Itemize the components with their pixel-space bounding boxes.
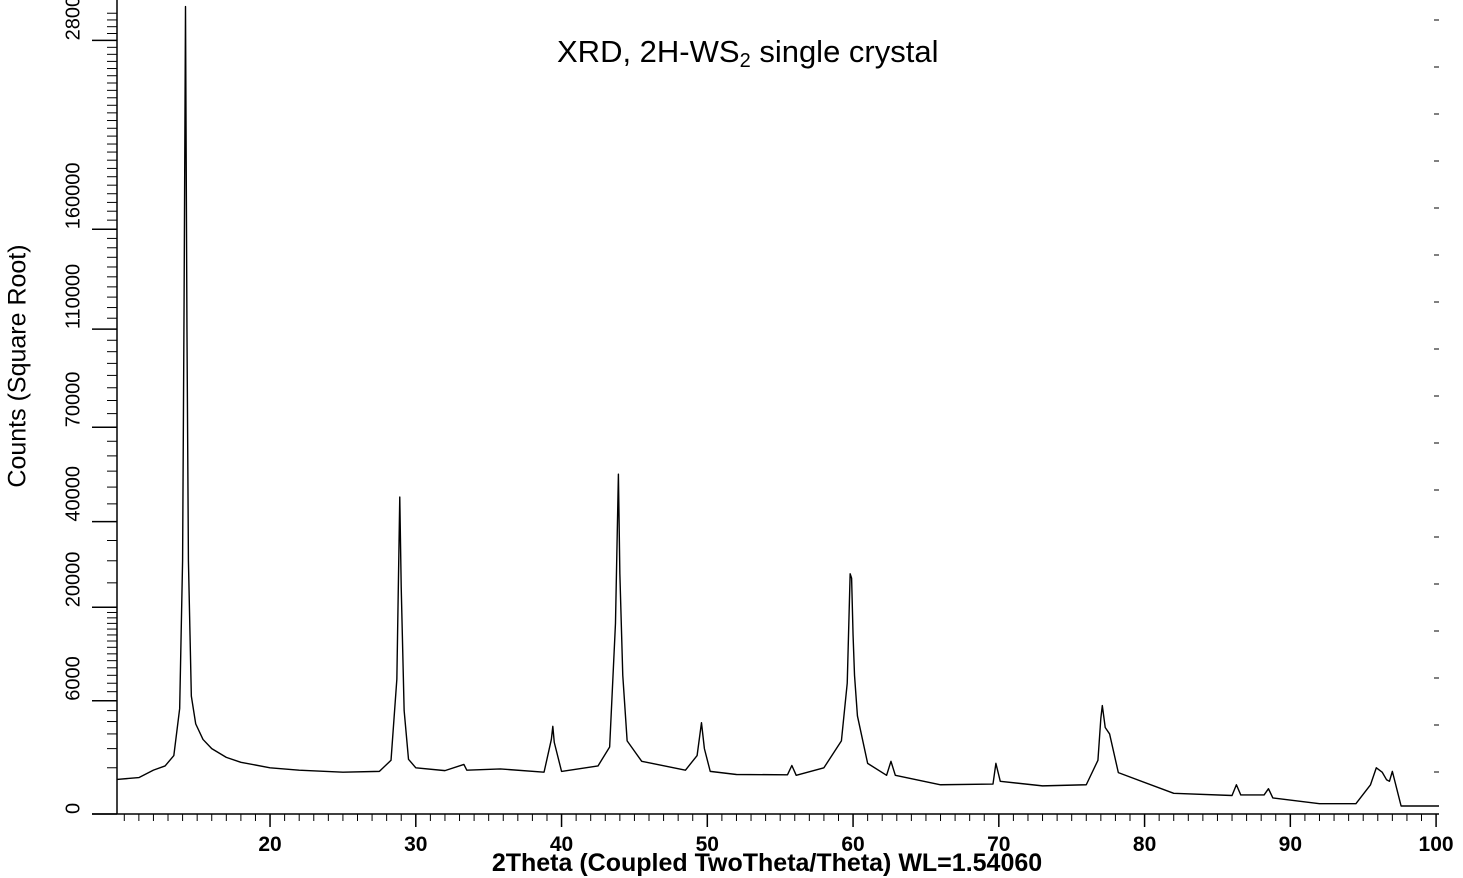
y-tick-label: 40000 [62, 466, 84, 522]
y-tick-label: 70000 [62, 372, 84, 428]
y-tick-label: 160000 [62, 162, 84, 229]
x-tick-label: 20 [258, 833, 281, 856]
y-tick-labels: 0 6000 20000 40000 70000 110000 160000 280000 [62, 0, 84, 814]
y-major-ticks [92, 39, 117, 815]
y-axis-label: Counts (Square Root) [3, 244, 32, 488]
y-minor-ticks [107, 12, 117, 769]
x-major-ticks [269, 814, 1437, 827]
x-tick-label: 60 [841, 833, 864, 856]
chart-title: XRD, 2H-WS2 single crystal [557, 34, 939, 72]
x-tick-label: 30 [404, 833, 427, 856]
y-tick-label: 20000 [62, 552, 84, 608]
y-tick-label: 6000 [62, 656, 84, 701]
x-tick-label: 50 [696, 833, 719, 856]
x-axis-label: 2Theta (Coupled TwoTheta/Theta) WL=1.540… [491, 849, 1043, 877]
y-tick-label: 110000 [62, 264, 84, 329]
y-tick-label: 0 [62, 803, 84, 814]
y-tick-label: 280000 [62, 0, 84, 40]
x-tick-label: 100 [1419, 833, 1454, 856]
x-tick-labels: 20 30 40 50 60 70 80 90 100 [258, 833, 1453, 856]
right-frame [1434, 19, 1439, 773]
x-tick-label: 40 [550, 833, 573, 856]
x-tick-label: 70 [987, 833, 1010, 856]
series-line [116, 5, 1439, 807]
x-tick-label: 90 [1279, 833, 1302, 856]
x-minor-ticks [123, 814, 1423, 821]
x-tick-label: 80 [1133, 833, 1156, 856]
